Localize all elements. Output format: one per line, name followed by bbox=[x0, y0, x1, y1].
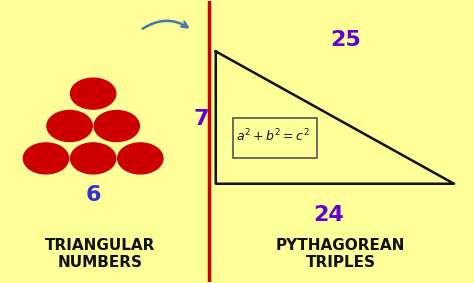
Text: TRIANGULAR
NUMBERS: TRIANGULAR NUMBERS bbox=[45, 238, 155, 270]
Ellipse shape bbox=[23, 143, 69, 174]
Text: 25: 25 bbox=[330, 30, 361, 50]
FancyBboxPatch shape bbox=[233, 118, 317, 158]
Ellipse shape bbox=[71, 143, 116, 174]
Ellipse shape bbox=[94, 111, 139, 142]
Ellipse shape bbox=[71, 78, 116, 109]
Text: 6: 6 bbox=[85, 185, 101, 205]
Ellipse shape bbox=[118, 143, 163, 174]
Text: 24: 24 bbox=[314, 205, 344, 225]
Text: $a^2 + b^2 = c^2$: $a^2 + b^2 = c^2$ bbox=[236, 128, 309, 144]
Text: 7: 7 bbox=[194, 109, 210, 129]
Text: PYTHAGOREAN
TRIPLES: PYTHAGOREAN TRIPLES bbox=[276, 238, 405, 270]
Ellipse shape bbox=[47, 111, 92, 142]
